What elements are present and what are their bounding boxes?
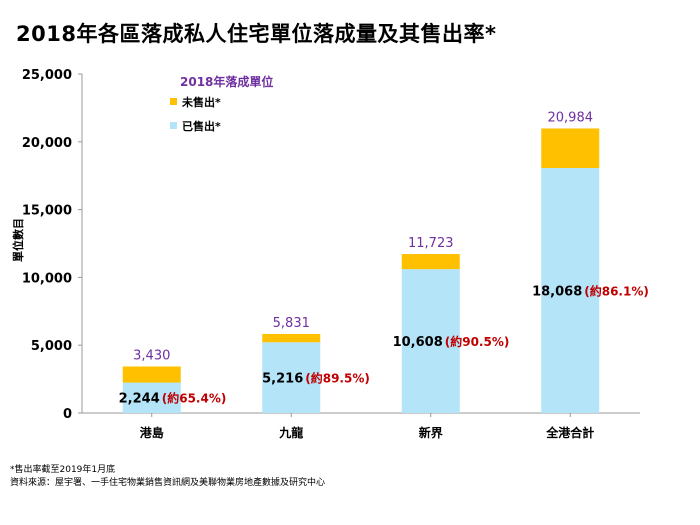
total-label: 11,723 [408,236,454,251]
y-axis-label: 單位數目 [11,218,25,262]
total-label: 5,831 [273,316,310,331]
total-label: 3,430 [133,348,170,363]
legend-label: 已售出* [182,119,221,133]
legend-swatch [170,122,177,129]
bar-unsold [541,128,600,168]
y-tick-label: 20,000 [22,136,72,151]
x-tick-label: 全港合計 [545,425,594,440]
y-tick-label: 15,000 [22,204,72,219]
legend-swatch [170,98,177,105]
bar-unsold [122,366,181,383]
chart-title: 2018年各區落成私人住宅單位落成量及其售出率* [16,22,497,46]
bar-sold [262,342,321,413]
y-tick-label: 0 [63,407,72,422]
legend-title: 2018年落成單位 [180,74,273,89]
x-tick-label: 新界 [419,425,443,440]
bar-sold [541,167,600,413]
sold-label: 18,068 [532,284,582,299]
bar-sold [401,269,460,413]
sold-label: 2,244 [119,392,160,407]
sold-label: 10,608 [393,335,443,350]
pct-label: (約90.5%) [445,334,510,349]
sold-label: 5,216 [262,372,303,387]
y-tick-label: 5,000 [31,339,72,354]
footnote-sold-rate: *售出率截至2019年1月底 [10,465,116,475]
bar-unsold [401,254,460,270]
x-tick-label: 港島 [140,425,164,440]
bar-sold [122,382,181,413]
pct-label: (約89.5%) [305,371,370,386]
legend-label: 未售出* [181,95,221,109]
footnote-source: 資料來源：屋宇署、一手住宅物業銷售資訊網及美聯物業房地產數據及研究中心 [10,478,326,488]
y-tick-label: 10,000 [22,271,72,286]
x-tick-label: 九龍 [278,425,303,440]
total-label: 20,984 [548,110,594,125]
pct-label: (約65.4%) [162,391,227,406]
pct-label: (約86.1%) [584,283,649,298]
bar-unsold [262,333,321,343]
y-tick-label: 25,000 [22,68,72,83]
